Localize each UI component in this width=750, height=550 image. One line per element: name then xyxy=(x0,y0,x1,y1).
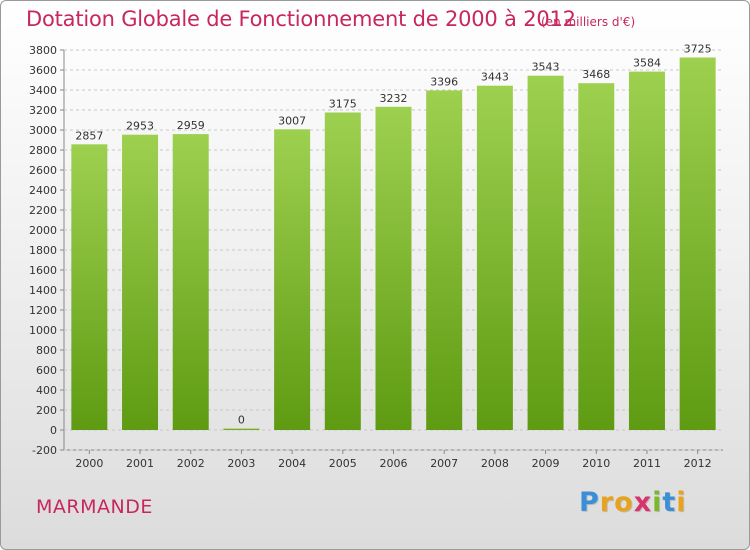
y-tick-label: 1600 xyxy=(29,264,57,277)
brand-letter: t xyxy=(662,487,677,518)
y-tick-label: 3800 xyxy=(29,44,57,57)
y-tick-label: 800 xyxy=(36,344,57,357)
x-tick-label-2012: 2012 xyxy=(684,457,712,470)
data-label-2002: 2959 xyxy=(177,119,205,132)
y-tick-label: 2000 xyxy=(29,224,57,237)
data-label-2004: 3007 xyxy=(278,114,306,127)
brand-letter: r xyxy=(599,487,615,518)
x-tick-label-2009: 2009 xyxy=(532,457,560,470)
commune-name: MARMANDE xyxy=(36,496,153,518)
bar-2011 xyxy=(628,71,665,430)
brand-letter: x xyxy=(633,487,653,518)
y-tick-label: 600 xyxy=(36,364,57,377)
y-tick-label: 3000 xyxy=(29,124,57,137)
x-tick-label-2001: 2001 xyxy=(126,457,154,470)
data-label-2009: 3543 xyxy=(532,61,560,74)
x-tick-label-2007: 2007 xyxy=(430,457,458,470)
x-tick-label-2004: 2004 xyxy=(278,457,306,470)
bar-2008 xyxy=(476,85,513,430)
data-label-2005: 3175 xyxy=(329,98,357,111)
x-tick-label-2005: 2005 xyxy=(329,457,357,470)
bar-2001 xyxy=(122,134,159,430)
y-tick-label: 2400 xyxy=(29,184,57,197)
y-tick-label: 1800 xyxy=(29,244,57,257)
bar-2006 xyxy=(375,106,412,431)
bar-2009 xyxy=(527,75,564,430)
y-tick-label: 2200 xyxy=(29,204,57,217)
x-tick-label-2010: 2010 xyxy=(582,457,610,470)
y-tick-label: 1000 xyxy=(29,324,57,337)
bar-2002 xyxy=(172,134,209,430)
bar-2012 xyxy=(679,57,716,430)
x-tick-label-2000: 2000 xyxy=(75,457,103,470)
x-tick-label-2008: 2008 xyxy=(481,457,509,470)
bar-2000 xyxy=(71,144,108,431)
brand-letter: o xyxy=(614,487,634,518)
x-tick-label-2011: 2011 xyxy=(633,457,661,470)
data-label-2007: 3396 xyxy=(430,75,458,88)
data-label-2010: 3468 xyxy=(582,68,610,81)
data-label-2008: 3443 xyxy=(481,71,509,84)
bar-2003 xyxy=(223,428,260,430)
chart-title: Dotation Globale de Fonctionnement de 20… xyxy=(26,7,576,31)
data-label-2000: 2857 xyxy=(75,129,103,142)
y-tick-label: 3200 xyxy=(29,104,57,117)
bar-2010 xyxy=(578,83,615,430)
data-label-2011: 3584 xyxy=(633,57,661,70)
y-tick-label: 3400 xyxy=(29,84,57,97)
x-tick-label-2002: 2002 xyxy=(177,457,205,470)
bar-2005 xyxy=(324,112,361,430)
data-label-2006: 3232 xyxy=(380,92,408,105)
chart-subtitle: (en milliers d'€) xyxy=(541,15,636,29)
bar-2007 xyxy=(426,90,463,431)
y-tick-label: 2600 xyxy=(29,164,57,177)
y-tick-label: 3600 xyxy=(29,64,57,77)
y-tick-label: 1400 xyxy=(29,284,57,297)
bar-2004 xyxy=(274,129,311,431)
y-tick-label: 1200 xyxy=(29,304,57,317)
data-label-2001: 2953 xyxy=(126,120,154,133)
brand-letter: i xyxy=(652,487,663,518)
y-tick-label: 0 xyxy=(50,424,57,437)
x-tick-label-2003: 2003 xyxy=(227,457,255,470)
y-tick-label: -200 xyxy=(32,444,57,457)
y-tick-label: 2800 xyxy=(29,144,57,157)
y-tick-label: 400 xyxy=(36,384,57,397)
data-label-2003: 0 xyxy=(238,414,245,427)
x-tick-label-2006: 2006 xyxy=(380,457,408,470)
y-tick-label: 200 xyxy=(36,404,57,417)
data-label-2012: 3725 xyxy=(684,43,712,56)
brand-logo: Proxiti xyxy=(579,487,687,518)
brand-letter: i xyxy=(676,487,687,518)
brand-letter: P xyxy=(579,487,600,518)
